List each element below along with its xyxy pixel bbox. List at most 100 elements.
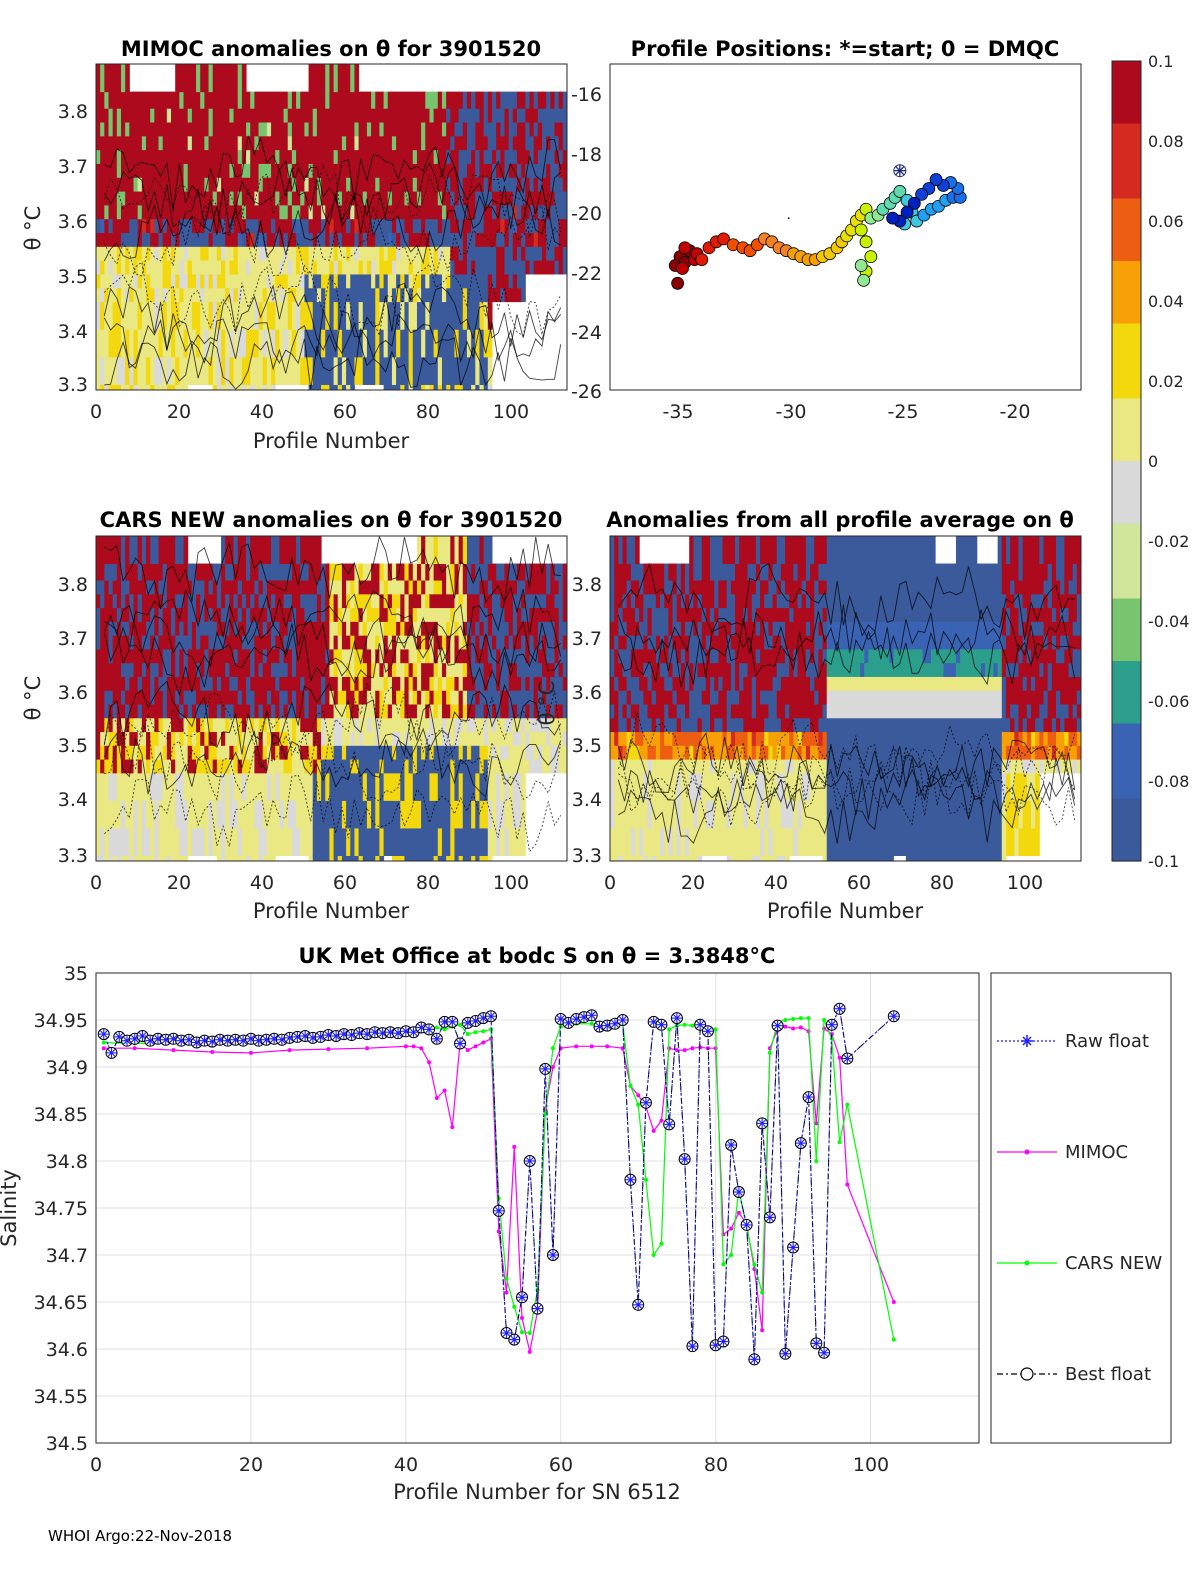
heatmap-cell [325, 329, 330, 358]
heatmap-cell [525, 232, 530, 247]
heatmap-cell [346, 731, 351, 746]
heatmap-cell [425, 648, 430, 664]
heatmap-cell [408, 662, 414, 677]
heatmap-cell [504, 287, 510, 303]
heatmap-cell [462, 772, 468, 801]
heatmap-cell [404, 772, 410, 801]
colorbar-segment [1112, 686, 1141, 700]
heatmap-cell [626, 731, 632, 746]
heatmap-cell [316, 745, 322, 760]
heatmap-cell [371, 745, 376, 760]
heatmap-cell [496, 731, 501, 746]
heatmap-cell [466, 301, 472, 330]
heatmap-cell [546, 648, 551, 664]
heatmap-cell [618, 855, 624, 862]
heatmap-cell [291, 827, 297, 856]
heatmap-cell [508, 260, 514, 275]
heatmap-cell [141, 635, 147, 650]
heatmap-cell [312, 676, 318, 691]
heatmap-cell [437, 648, 443, 664]
heatmap-cell [196, 149, 201, 164]
heatmap-cell [250, 191, 255, 206]
heatmap-cell [383, 108, 389, 123]
heatmap-cell [383, 384, 389, 391]
heatmap-cell [441, 246, 447, 261]
heatmap-cell [383, 827, 389, 856]
heatmap-cell [175, 260, 180, 275]
heatmap-cell [308, 635, 314, 650]
heatmap-cell [100, 759, 105, 774]
heatmap-cell [630, 580, 636, 595]
heatmap-cell [254, 260, 260, 275]
heatmap-cell [279, 218, 285, 234]
heatmap-cell [693, 704, 699, 719]
heatmap-cell [387, 827, 393, 856]
heatmap-cell [396, 800, 401, 829]
heatmap-cell [333, 580, 339, 595]
heatmap-cell [171, 329, 176, 358]
heatmap-cell [491, 580, 497, 595]
heatmap-cell [325, 356, 330, 385]
heatmap-cell [100, 122, 105, 137]
heatmap-cell [225, 384, 230, 391]
heatmap-cell [171, 855, 176, 862]
heatmap-cell [655, 662, 661, 677]
heatmap-cell [354, 731, 360, 746]
heatmap-cell [241, 759, 247, 774]
heatmap-cell [362, 800, 368, 829]
heatmap-cell [116, 91, 122, 109]
heatmap-cell [125, 536, 130, 565]
heatmap-cell [254, 635, 260, 650]
heatmap-cell [375, 246, 380, 261]
heatmap-cell [500, 648, 505, 664]
heatmap-cell [179, 64, 185, 93]
heatmap-cell [225, 580, 230, 595]
heatmap-cell [125, 218, 130, 234]
heatmap-cell [379, 635, 385, 650]
heatmap-cell [216, 384, 222, 391]
heatmap-cell [216, 218, 222, 234]
heatmap-cell [171, 287, 176, 303]
colorbar-segment [1112, 98, 1141, 112]
heatmap-cell [396, 163, 401, 178]
heatmap-cell [196, 329, 201, 358]
heatmap-cell [200, 800, 205, 829]
heatmap-cell [400, 827, 405, 856]
heatmap-cell [96, 122, 101, 137]
heatmap-cell [150, 621, 155, 636]
colorbar-segment [1112, 336, 1141, 350]
heatmap-cell [421, 745, 426, 760]
heatmap-cell [254, 135, 260, 151]
colorbar-segment [1112, 473, 1141, 487]
heatmap-cell [512, 772, 518, 801]
heatmap-cell [618, 745, 624, 760]
heatmap-cell [287, 163, 293, 178]
heatmap-cell [554, 218, 560, 234]
heatmap-cell [487, 772, 493, 801]
heatmap-cell [112, 329, 118, 358]
heatmap-cell [400, 621, 405, 636]
heatmap-cell [287, 246, 293, 261]
heatmap-cell [133, 260, 139, 275]
heatmap-cell [562, 690, 568, 705]
heatmap-cell [462, 563, 468, 581]
heatmap-cell [296, 260, 301, 275]
heatmap-cell [266, 301, 272, 330]
heatmap-cell [291, 717, 297, 733]
heatmap-cell [291, 356, 297, 385]
heatmap-cell [500, 621, 505, 636]
heatmap-cell [416, 704, 422, 719]
heatmap-cell [558, 135, 564, 151]
heatmap-cell [300, 717, 305, 733]
heatmap-cell [412, 745, 418, 760]
heatmap-cell [171, 690, 176, 705]
heatmap-cell [146, 593, 151, 609]
heatmap-cell [421, 149, 426, 164]
heatmap-cell [250, 855, 255, 862]
heatmap-cell [216, 191, 222, 206]
heatmap-cell [304, 329, 310, 358]
heatmap-cell [291, 287, 297, 303]
heatmap-cell [521, 191, 526, 206]
heatmap-cell [508, 273, 514, 289]
heatmap-cell [150, 745, 155, 760]
